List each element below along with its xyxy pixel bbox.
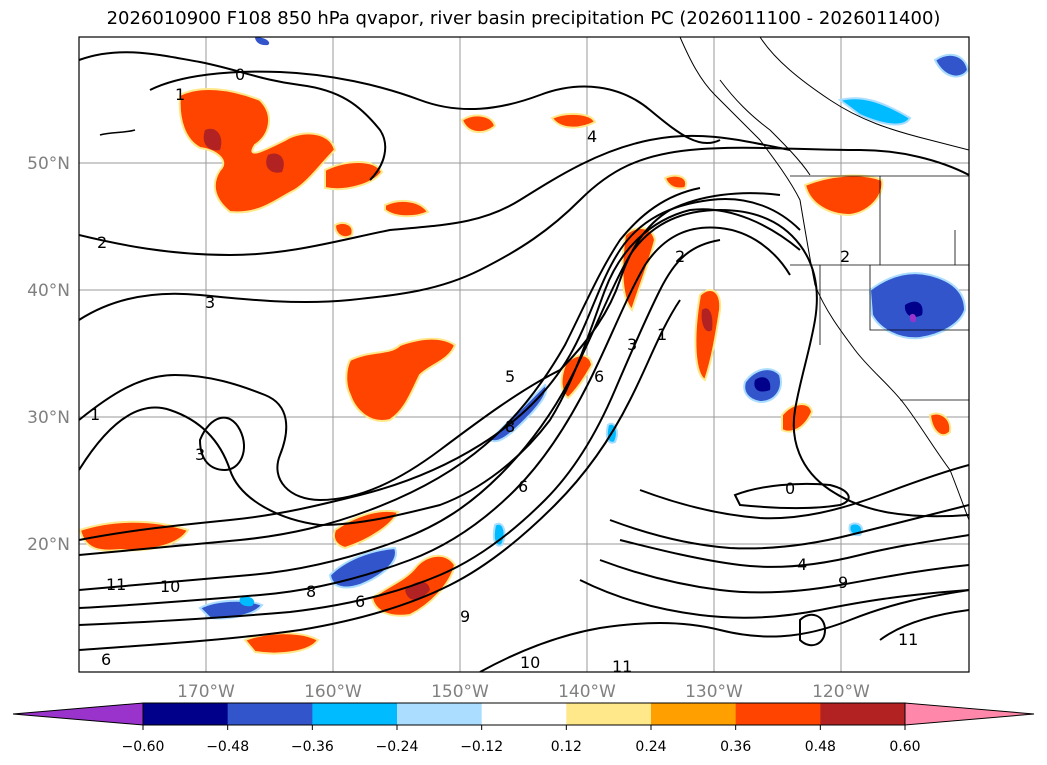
- contour-label: 6: [594, 367, 604, 386]
- lat-label: 30°N: [27, 408, 70, 428]
- precip-blob: [837, 97, 912, 126]
- lon-label: 140°W: [558, 682, 616, 702]
- precip-core: [904, 301, 923, 317]
- contour-label: 3: [205, 293, 215, 312]
- contour-label: 10: [160, 577, 180, 596]
- colorbar-segment: [820, 703, 906, 725]
- precip-blob: [492, 522, 506, 547]
- precip-blob: [384, 199, 430, 218]
- colorbar: −0.60 −0.48 −0.36 −0.24 −0.12 0.12 0.24 0.36 0.4…: [12, 702, 1035, 755]
- colorbar-segment: [566, 703, 652, 725]
- precip-blob: [345, 337, 457, 422]
- lon-label: 170°W: [177, 682, 235, 702]
- colorbar-tick-label: 0.36: [720, 739, 751, 755]
- precip-core: [754, 377, 771, 392]
- lon-label: 150°W: [431, 682, 489, 702]
- colorbar-tick-label: 0.48: [805, 739, 836, 755]
- lat-label: 40°N: [27, 281, 70, 301]
- precip-blob: [460, 114, 497, 134]
- precip-blob: [332, 509, 400, 550]
- contour-label: 6: [101, 650, 111, 669]
- precip-blob: [621, 227, 657, 312]
- coastline: [99, 37, 969, 521]
- colorbar-segment: [735, 703, 821, 725]
- colorbar-segment: [397, 703, 483, 725]
- precip-blob: [333, 222, 354, 239]
- contour-label: 4: [797, 555, 807, 574]
- contour-label: 3: [627, 335, 637, 354]
- contour-label: 11: [612, 657, 632, 676]
- qvapor-contours: [79, 51, 969, 672]
- contour-label: 9: [838, 573, 848, 592]
- precip-blob: [928, 412, 952, 437]
- contour-label: 1: [175, 85, 185, 104]
- contour-label: 11: [898, 630, 918, 649]
- latitude-labels: 50°N 40°N 30°N 20°N: [27, 154, 70, 555]
- colorbar-segment: [143, 703, 229, 725]
- precip-blob: [694, 289, 722, 382]
- contour-label: 1: [90, 405, 100, 424]
- colorbar-extend-high: [904, 702, 1035, 726]
- colorbar-tick-label: −0.48: [206, 739, 249, 755]
- precip-blob: [255, 37, 270, 46]
- contour-label: 4: [587, 127, 597, 146]
- colorbar-extend-low: [12, 702, 144, 726]
- precip-core: [701, 308, 713, 332]
- contour-label: 2: [97, 233, 107, 252]
- precip-blob: [239, 596, 255, 607]
- precip-blob: [178, 87, 337, 214]
- colorbar-segment: [481, 703, 567, 725]
- precip-blob: [79, 520, 190, 552]
- precip-positive-areas: [79, 87, 952, 655]
- state-borders: [790, 175, 969, 401]
- map-panel: 0 1 2 3 4 5 6 8 2 1 3 0 4 9 10 8 6 10 11…: [78, 36, 970, 676]
- lon-label: 160°W: [304, 682, 362, 702]
- colorbar-tick-label: 0.24: [635, 739, 666, 755]
- colorbar-tick-label: 0.12: [551, 739, 582, 755]
- colorbar-tick-label: −0.24: [376, 739, 419, 755]
- precip-blob: [324, 161, 384, 191]
- lon-label: 120°W: [812, 682, 870, 702]
- contour-label: 9: [460, 607, 470, 626]
- longitude-labels: 170°W 160°W 150°W 140°W 130°W 120°W: [177, 682, 870, 702]
- contour-label: 3: [195, 445, 205, 464]
- colorbar-tick-label: −0.60: [122, 739, 165, 755]
- contour-label: 11: [106, 575, 126, 594]
- colorbar-segment: [227, 703, 313, 725]
- map-frame: [78, 36, 970, 673]
- precip-core: [266, 153, 284, 173]
- precip-blob: [933, 53, 969, 78]
- precip-core: [909, 313, 917, 323]
- precip-blob: [663, 174, 688, 190]
- lat-label: 50°N: [27, 154, 70, 174]
- colorbar-tick-label: −0.12: [460, 739, 503, 755]
- colorbar-segment: [651, 703, 737, 725]
- contour-label: 8: [505, 417, 515, 436]
- contour-label: 6: [355, 592, 365, 611]
- contour-labels: 0 1 2 3 4 5 6 8 2 1 3 0 4 9 10 8 6 10 11…: [90, 65, 918, 676]
- map-title: 2026010900 F108 850 hPa qvapor, river ba…: [106, 8, 941, 29]
- colorbar-segment: [312, 703, 398, 725]
- contour-label: 2: [840, 247, 850, 266]
- colorbar-tick-label: −0.36: [291, 739, 334, 755]
- contour-label: 5: [505, 367, 515, 386]
- contour-label: 8: [306, 582, 316, 601]
- precip-core: [203, 128, 222, 151]
- precip-blob: [781, 403, 814, 433]
- lat-label: 20°N: [27, 535, 70, 555]
- contour-label: 2: [675, 247, 685, 266]
- contour-label: 6: [518, 477, 528, 496]
- precip-blob: [328, 546, 397, 589]
- colorbar-frame: [142, 702, 906, 726]
- contour-label: 0: [235, 65, 245, 84]
- contour-label: 10: [520, 653, 540, 672]
- precip-blob: [550, 112, 597, 129]
- contour-label: 1: [657, 325, 667, 344]
- colorbar-tick-label: 0.60: [889, 739, 920, 755]
- lon-label: 130°W: [685, 682, 743, 702]
- contour-label: 0: [785, 479, 795, 498]
